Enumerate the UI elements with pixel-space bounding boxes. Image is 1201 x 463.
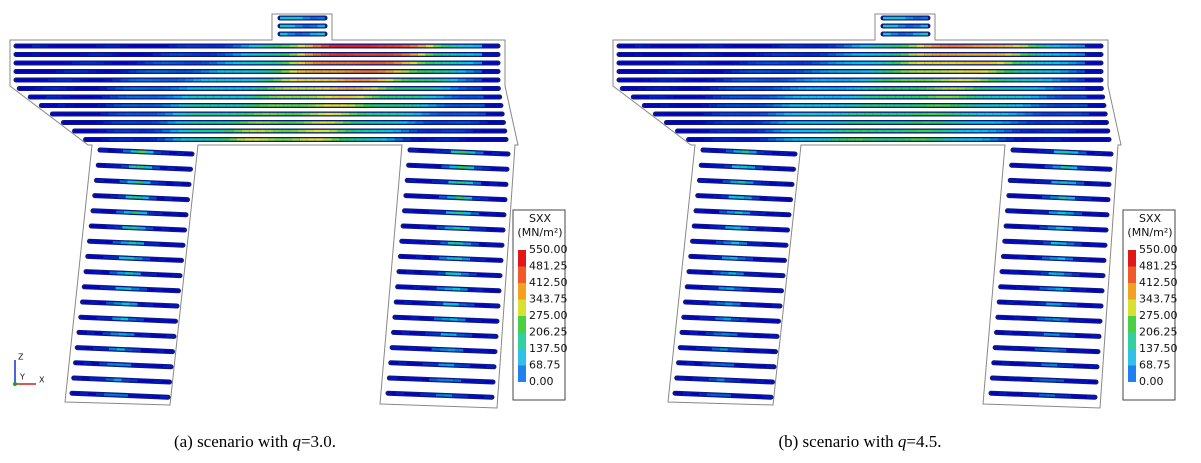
legend-title: SXX	[1139, 212, 1162, 225]
caption-variable: q	[897, 432, 907, 451]
colorbar-segment	[1128, 332, 1136, 349]
legend-title: SXX	[529, 212, 552, 225]
legend-label: 550.00	[529, 243, 568, 256]
legend-unit: (MN/m²)	[1127, 226, 1172, 239]
colorbar-segment	[518, 365, 526, 382]
colorbar-segment	[518, 283, 526, 300]
legend-unit: (MN/m²)	[517, 226, 562, 239]
colorbar-segment	[1128, 266, 1136, 283]
colorbar-segment	[518, 266, 526, 283]
legend-label: 412.50	[529, 276, 568, 289]
colorbar-segment	[518, 299, 526, 316]
legend-label: 137.50	[1139, 342, 1178, 355]
legend-label: 343.75	[529, 293, 568, 306]
legend-label: 481.25	[1139, 260, 1178, 273]
fe-plot: SXX(MN/m²) 550.00 481.25 412.50 343.75 275.00…	[612, 13, 1178, 409]
caption-text: =4.5.	[906, 432, 942, 451]
colorbar-segment	[1128, 316, 1136, 333]
legend-label: 550.00	[1139, 243, 1178, 256]
colorbar-segment	[1128, 299, 1136, 316]
caption-text: (a) scenario with	[173, 432, 293, 451]
outline	[612, 13, 1122, 409]
legend-label: 412.50	[1139, 276, 1178, 289]
legend-label: 0.00	[529, 375, 554, 388]
caption-text: =3.0.	[300, 432, 337, 451]
colorbar-segment	[1128, 349, 1136, 366]
axis-origin	[13, 382, 17, 386]
legend-label: 137.50	[529, 342, 568, 355]
caption-variable: q	[292, 432, 301, 451]
axis-label: X	[39, 376, 45, 385]
fe-plot: SXX(MN/m²) 550.00 481.25 412.50 343.75 275.00…	[9, 13, 568, 409]
colorbar-segment	[1128, 365, 1136, 382]
colorbar-segment	[518, 332, 526, 349]
legend-label: 343.75	[1139, 293, 1178, 306]
legend-label: 481.25	[529, 260, 568, 273]
legend-label: 275.00	[1139, 309, 1178, 322]
axis-label: Z	[18, 353, 24, 362]
legend-label: 206.25	[1139, 326, 1178, 339]
legend-label: 0.00	[1139, 375, 1164, 388]
colorbar-segment	[1128, 283, 1136, 300]
legend-label: 68.75	[1139, 359, 1171, 372]
colorbar-segment	[1128, 250, 1136, 267]
axis-label: Y	[19, 373, 25, 382]
colorbar-segment	[518, 349, 526, 366]
caption: (a) scenario with q=3.0.	[5, 432, 505, 452]
colorbar-segment	[518, 316, 526, 333]
legend-label: 68.75	[529, 359, 561, 372]
plots: SXX(MN/m²)550.00481.25412.50343.75275.00…	[9, 13, 1178, 409]
legend-label: 206.25	[529, 326, 568, 339]
caption: (b) scenario with q=4.5.	[610, 432, 1110, 452]
colorbar-segment	[518, 250, 526, 267]
outline	[9, 13, 519, 409]
caption-text: (b) scenario with	[778, 432, 898, 451]
legend-label: 275.00	[529, 309, 568, 322]
